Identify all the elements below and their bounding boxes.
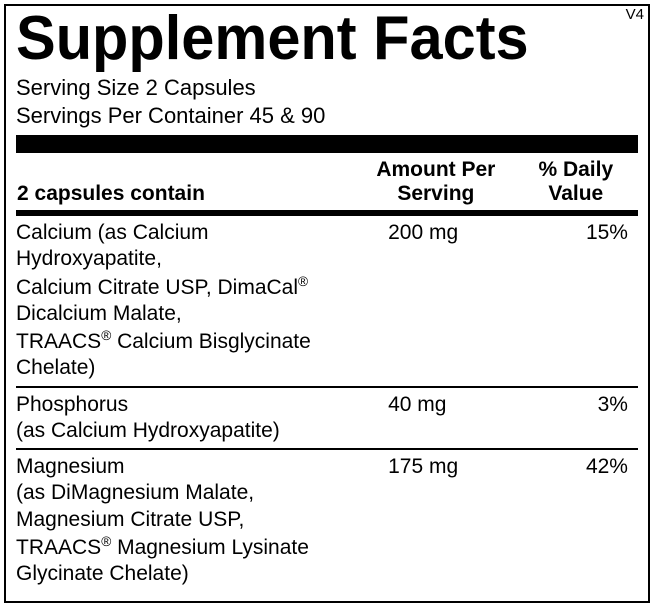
nutrient-name-line: TRAACS® Calcium Bisglycinate Chelate) [16,327,358,382]
header-amount-line2: Serving [397,182,474,205]
nutrient-name: Phosphorus (as Calcium Hydroxyapatite) [16,392,358,445]
nutrient-name-line: Calcium (as Calcium Hydroxyapatite, [16,220,358,273]
thick-divider [16,135,638,153]
nutrient-name-line: (as DiMagnesium Malate, Magnesium Citrat… [16,480,358,533]
header-col-name: 2 capsules contain [16,157,358,210]
nutrient-amount: 200 mg [358,220,514,382]
panel-title: Supplement Facts [16,6,613,70]
nutrient-name-line: Phosphorus [16,392,358,418]
nutrient-name-line: Magnesium [16,454,358,480]
nutrient-row: Calcium (as Calcium Hydroxyapatite, Calc… [16,216,638,386]
nutrient-dv: 15% [514,220,638,382]
header-amount-line1: Amount Per [376,158,495,181]
nutrient-name-line: Calcium Citrate USP, DimaCal® Dicalcium … [16,273,358,328]
nutrient-dv: 3% [514,392,638,445]
column-header-row: 2 capsules contain Amount Per Serving % … [16,157,638,210]
nutrient-row: Phosphorus (as Calcium Hydroxyapatite) 4… [16,388,638,449]
serving-size: Serving Size 2 Capsules [16,75,256,100]
nutrient-amount: 175 mg [358,454,514,587]
nutrient-dv: 42% [514,454,638,587]
header-col-amount: Amount Per Serving [358,157,514,210]
header-dv-line1: % Daily [538,158,613,181]
nutrient-name: Magnesium (as DiMagnesium Malate, Magnes… [16,454,358,587]
supplement-facts-panel: Supplement Facts Serving Size 2 Capsules… [4,4,650,603]
header-col-dv: % Daily Value [514,157,638,210]
header-dv-line2: Value [548,182,603,205]
nutrient-row: Magnesium (as DiMagnesium Malate, Magnes… [16,450,638,591]
nutrient-amount: 40 mg [358,392,514,445]
servings-per-container: Servings Per Container 45 & 90 [16,103,325,128]
nutrient-name: Calcium (as Calcium Hydroxyapatite, Calc… [16,220,358,382]
serving-info: Serving Size 2 Capsules Servings Per Con… [16,74,638,129]
nutrient-name-line: (as Calcium Hydroxyapatite) [16,418,358,444]
nutrient-name-line: TRAACS® Magnesium Lysinate Glycinate Che… [16,533,358,588]
